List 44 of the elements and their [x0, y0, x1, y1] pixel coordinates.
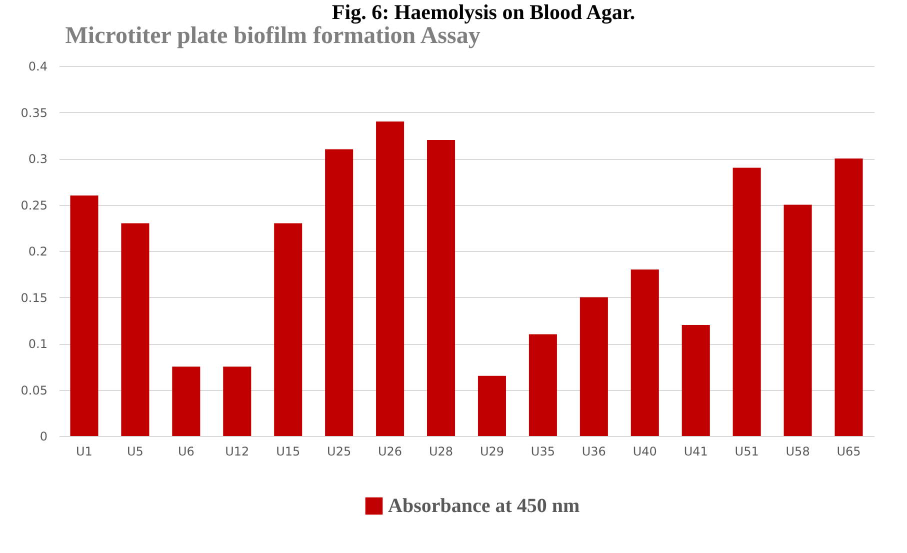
bar: [325, 149, 354, 436]
bar: [834, 158, 863, 436]
bar: [427, 140, 456, 436]
x-tick-label: U29: [480, 444, 504, 458]
x-tick-label: U65: [836, 444, 861, 458]
bar: [121, 223, 150, 436]
bar: [784, 204, 812, 436]
bar: [682, 325, 710, 436]
x-tick-label: U1: [76, 444, 92, 458]
bar: [223, 366, 252, 436]
caption: Fig. 6: Haemolysis on Blood Agar.: [330, 0, 636, 24]
bar: [528, 334, 557, 436]
y-tick-label: 0.1: [28, 337, 48, 351]
x-tick-label: U36: [582, 444, 606, 458]
chart-title: Microtiter plate biofilm formation Assay: [65, 23, 480, 49]
x-tick-label: U58: [786, 444, 810, 458]
x-tick-label: U5: [126, 444, 144, 458]
bar: [630, 270, 659, 436]
y-tick-label: 0.15: [20, 290, 48, 305]
x-tick-label: U6: [178, 444, 194, 458]
legend-label: Absorbance at 450 nm: [388, 495, 580, 517]
x-tick-label: U51: [734, 444, 759, 458]
x-tick-label: U12: [225, 444, 250, 458]
x-tick-label: U41: [684, 444, 708, 458]
bar: [274, 223, 302, 436]
y-tick-label: 0: [40, 430, 48, 444]
y-tick-label: 0.4: [28, 60, 48, 74]
bar: [478, 376, 506, 436]
y-tick-label: 0.2: [28, 244, 48, 258]
x-tick-label: U25: [327, 444, 352, 458]
bar: [172, 366, 200, 436]
bar: [376, 122, 404, 436]
bar: [70, 196, 98, 436]
y-tick-label: 0.3: [28, 152, 48, 166]
bar: [732, 168, 761, 436]
x-tick-label: U40: [632, 444, 657, 458]
y-tick-label: 0.05: [20, 383, 48, 398]
x-tick-label: U26: [378, 444, 402, 458]
bar: [580, 297, 608, 436]
x-tick-label: U15: [276, 444, 300, 458]
y-tick-label: 0.25: [20, 198, 48, 212]
x-tick-label: U35: [530, 444, 555, 458]
y-tick-label: 0.35: [20, 106, 48, 120]
x-tick-label: U28: [428, 444, 454, 458]
